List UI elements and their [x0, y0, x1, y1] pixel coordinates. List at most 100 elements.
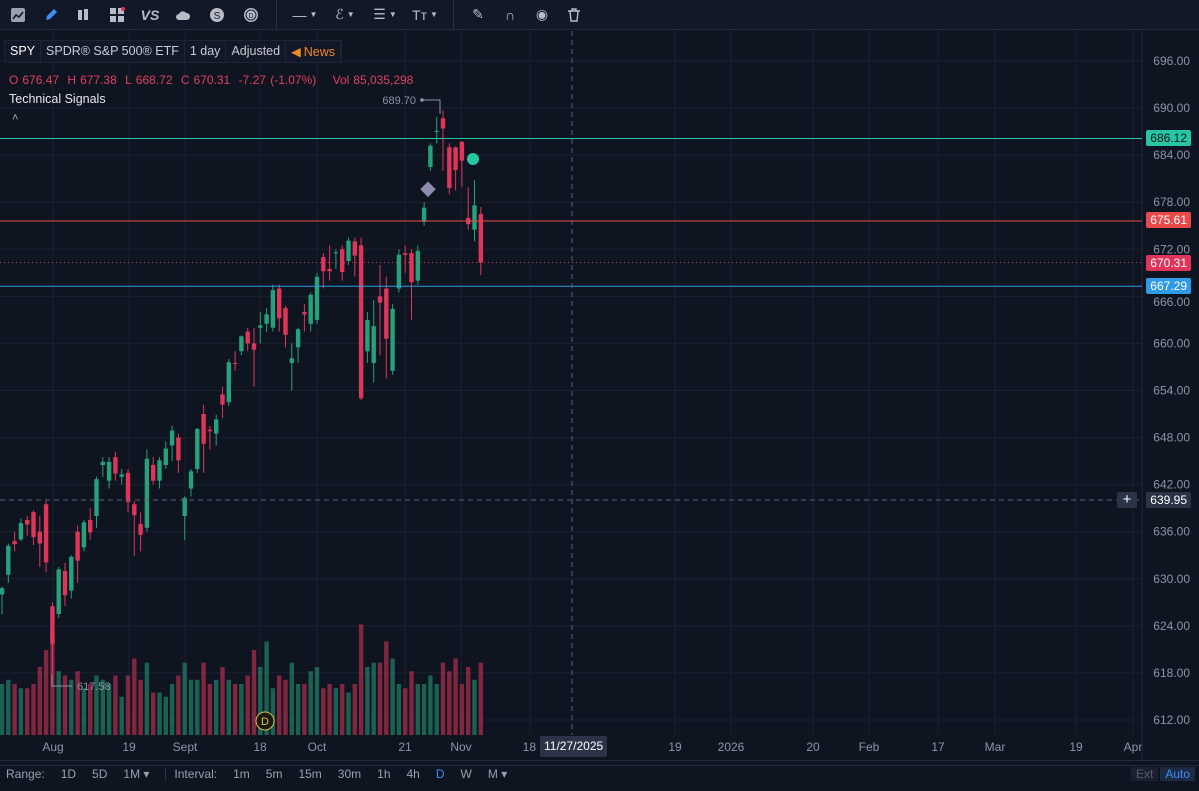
- range-1d-button[interactable]: 1D: [60, 766, 77, 781]
- freehand-icon[interactable]: ✎: [472, 6, 484, 22]
- candle-body: [390, 308, 395, 371]
- y-tick-label: 630.00: [1153, 572, 1190, 586]
- volume-bar: [119, 696, 124, 735]
- text-tool-icon[interactable]: Tт ▼: [412, 6, 438, 23]
- add-alert-plus-button[interactable]: +: [1117, 492, 1137, 508]
- volume-bar: [18, 688, 24, 735]
- interval-1h-button[interactable]: 1h: [377, 766, 391, 781]
- x-tick-label: 18: [523, 740, 537, 754]
- path-tool-icon[interactable]: ℰ ▼: [335, 6, 355, 22]
- symbol-ticker[interactable]: SPY: [5, 41, 42, 62]
- candle-body: [100, 461, 105, 466]
- divider: [276, 0, 277, 30]
- chart-type-icon[interactable]: [0, 0, 36, 30]
- candle-body: [377, 296, 383, 303]
- pencil-icon[interactable]: [36, 0, 66, 30]
- volume-bar: [75, 671, 80, 735]
- signal-dot-icon: [467, 153, 479, 165]
- signal-diamond-icon: [420, 181, 436, 198]
- candle-body: [119, 474, 124, 477]
- candle-body: [264, 314, 269, 324]
- price-chart[interactable]: 696.00 690.00 684.00 678.00 672.00 666.00 660.…: [0, 31, 1199, 791]
- svg-text:S: S: [214, 11, 221, 22]
- volume-bar: [31, 684, 36, 735]
- x-tick-label: 19: [122, 740, 136, 754]
- range-5d-button[interactable]: 5D: [92, 766, 108, 781]
- volume-bar: [245, 675, 250, 735]
- x-tick-label: 19: [668, 740, 682, 754]
- x-tick-label: 2026: [718, 740, 745, 754]
- volume-bar: [415, 684, 420, 735]
- eye-icon[interactable]: ◉: [535, 6, 549, 22]
- fib-tool-icon[interactable]: ☰ ▼: [373, 6, 397, 22]
- volume-bar: [56, 671, 61, 735]
- cloud-icon[interactable]: [166, 0, 200, 30]
- volume-bar: [151, 692, 156, 735]
- open-label: O: [9, 73, 19, 87]
- candles-icon[interactable]: [66, 0, 100, 30]
- candle-body: [346, 240, 351, 262]
- interval-15m-button[interactable]: 15m: [298, 766, 322, 781]
- volume-bar: [43, 650, 49, 735]
- dollar-icon[interactable]: S: [200, 0, 234, 30]
- magnet-icon[interactable]: ∩: [504, 6, 516, 23]
- interval-m-dropdown[interactable]: M ▾: [487, 766, 508, 781]
- widgets-icon[interactable]: [100, 0, 134, 30]
- candle-body: [428, 145, 433, 167]
- candle-body: [453, 147, 458, 171]
- candle-body: [270, 290, 276, 328]
- interval-d-button[interactable]: D: [435, 766, 445, 781]
- dividend-icon[interactable]: D: [234, 0, 268, 30]
- candle-body: [144, 458, 150, 528]
- auto-scale-toggle[interactable]: Auto: [1160, 766, 1195, 781]
- volume-bar: [472, 679, 477, 735]
- last-price-tag: 670.31: [1146, 255, 1191, 271]
- change-value: -7.27 (-1.07%): [238, 73, 317, 87]
- candle-body: [94, 479, 99, 517]
- news-label: News: [303, 45, 335, 59]
- interval-4h-button[interactable]: 4h: [406, 766, 420, 781]
- volume-bar: [144, 662, 150, 735]
- volume-bar: [207, 684, 213, 735]
- high-label: H: [67, 73, 77, 87]
- interval-w-button[interactable]: W: [460, 766, 472, 781]
- interval-label[interactable]: 1 day: [185, 41, 227, 62]
- volume-bar: [201, 662, 206, 735]
- trash-icon[interactable]: [558, 0, 590, 30]
- volume-bar: [214, 679, 219, 735]
- megaphone-icon: ◀: [291, 45, 301, 59]
- candle-body: [333, 252, 339, 254]
- interval-30m-button[interactable]: 30m: [337, 766, 362, 781]
- x-tick-label: 18: [253, 740, 267, 754]
- compare-button[interactable]: VS: [140, 6, 160, 23]
- volume-bar: [239, 684, 244, 735]
- extended-hours-toggle[interactable]: Ext: [1130, 766, 1159, 781]
- dividend-marker-icon: [255, 711, 275, 731]
- x-tick-label: 19: [1069, 740, 1083, 754]
- volume-bar: [232, 684, 238, 735]
- candle-body: [314, 276, 320, 320]
- divider: [453, 0, 454, 30]
- candle-body: [138, 523, 143, 535]
- candle-body: [88, 519, 93, 533]
- volume-bar: [459, 684, 465, 735]
- x-tick-label: Mar: [985, 740, 1006, 754]
- interval-1m-button[interactable]: 1m: [233, 766, 250, 781]
- interval-5m-button[interactable]: 5m: [265, 766, 283, 781]
- candle-body: [214, 419, 219, 434]
- y-tick-label: 642.00: [1153, 478, 1190, 492]
- volume-bar: [447, 671, 452, 735]
- adjustment-label[interactable]: Adjusted: [226, 41, 287, 62]
- crosshair-date-label: 11/27/2025: [540, 736, 608, 757]
- volume-value: 85,035,298: [353, 73, 414, 87]
- range-1m-dropdown[interactable]: 1M ▾: [123, 766, 150, 781]
- low-annotation-label: 617.58: [77, 681, 111, 693]
- line-tool-icon[interactable]: — ▼: [292, 6, 318, 23]
- collapse-chevron-icon[interactable]: ˄: [12, 112, 19, 124]
- indicator-name[interactable]: Technical Signals: [9, 92, 106, 106]
- candle-body: [365, 319, 370, 352]
- news-button[interactable]: ◀ News: [286, 41, 341, 62]
- high-annotation-dot: [420, 98, 424, 102]
- volume-bar: [125, 675, 131, 735]
- candle-body: [239, 336, 244, 352]
